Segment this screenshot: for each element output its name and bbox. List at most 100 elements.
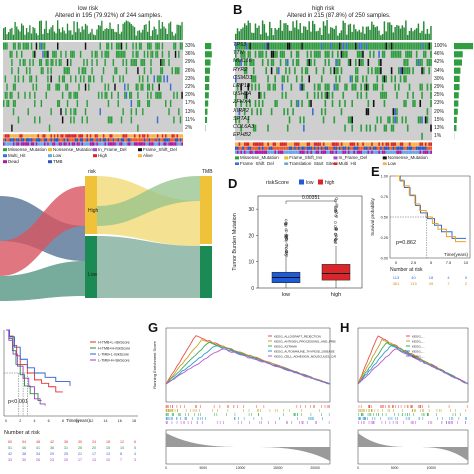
annotation-cell [158, 142, 161, 146]
y-tick-label: 10 [248, 260, 254, 266]
annotation-cell [376, 150, 379, 154]
tmb-bar [401, 25, 404, 40]
annotation-cell [290, 150, 293, 154]
mutation-cell [83, 67, 85, 75]
outlier-point [334, 210, 337, 213]
mutation-cell [396, 108, 398, 116]
annotation-cell [58, 142, 61, 146]
mutation-cell [281, 83, 284, 91]
mutation-cell [410, 50, 413, 58]
gene-pct: 42% [434, 59, 445, 66]
annotation-cell [389, 150, 391, 154]
annotation-cell [109, 142, 111, 146]
risk-table-cell: 23 [50, 458, 54, 462]
annotation-cell [236, 146, 239, 150]
mutation-cell [401, 42, 404, 50]
tmb-bar [165, 28, 167, 40]
annotation-cell [166, 142, 169, 146]
outlier-point [334, 199, 337, 202]
annotation-cell [317, 150, 320, 154]
risk-table-cell: 54 [22, 440, 26, 444]
annotation-cell [117, 134, 120, 138]
mutation-cell [235, 91, 237, 99]
annotation-cell [71, 138, 74, 142]
outlier-point [335, 215, 339, 218]
annotation-cell [140, 134, 143, 138]
annotation-cell [295, 146, 298, 150]
mutation-cell [68, 91, 70, 99]
annotation-cell [245, 146, 248, 150]
es-frame [165, 327, 331, 403]
mutation-cell [390, 75, 393, 83]
gene-name: EPHB2 [233, 132, 252, 139]
outlier-point [334, 234, 338, 238]
mutation-cell [270, 50, 273, 58]
mutation-cell [245, 67, 248, 75]
mutation-cell [397, 42, 400, 50]
mutation-cell [344, 42, 346, 50]
mutation-cell [245, 100, 248, 107]
annotation-cell [73, 142, 75, 146]
x-tick-label: 2 [19, 419, 21, 423]
annotation-cell [424, 150, 427, 154]
x-tick-label: 10000 [427, 466, 437, 470]
mutation-cell [66, 83, 69, 91]
mutation-cell [338, 42, 341, 50]
annotation-cell [168, 142, 170, 146]
annotation-cell [9, 134, 12, 138]
annotation-cell [392, 150, 395, 154]
mutation-cell [396, 50, 398, 58]
annotation-cell [111, 142, 113, 146]
mutation-cell [260, 42, 262, 50]
risk-table-cell: 38 [22, 452, 26, 456]
annotation-cell [371, 142, 373, 146]
annotation-cell [331, 150, 334, 154]
km-curve-0 [6, 329, 63, 393]
mutation-cell [419, 83, 422, 91]
mutation-cell [163, 75, 165, 83]
mutation-cell [251, 75, 253, 83]
annotation-cell [171, 142, 174, 146]
gene-freq-bar [205, 75, 210, 82]
tmb-bar [63, 30, 65, 40]
tmb-bar [114, 31, 116, 40]
annotation-cell [243, 150, 246, 154]
annotation-cell [42, 134, 44, 138]
x-tick-label: 10000 [236, 466, 246, 470]
gene-freq-bar [454, 116, 457, 123]
annotation-cell [125, 138, 128, 142]
annotation-cell [148, 138, 151, 142]
mutation-cell [360, 50, 362, 58]
mutation-cell [48, 124, 51, 132]
tmb-bar [294, 27, 296, 40]
mutation-cell [328, 50, 330, 58]
mutation-cell [419, 116, 422, 124]
mutation-cell [96, 59, 98, 66]
gene-freq-bar [454, 92, 459, 99]
mutation-cell [426, 83, 429, 91]
annotation-cell [356, 142, 359, 146]
panel-a: low risk Altered in 195 (79.92%) of 244 … [0, 0, 225, 165]
mutation-cell [351, 100, 353, 107]
annotation-cell [106, 134, 108, 138]
annotation-cell [130, 134, 133, 138]
annotation-cell [326, 150, 329, 154]
mutation-cell [317, 91, 319, 99]
mutation-cell [99, 42, 101, 50]
annotation-cell [40, 138, 43, 142]
outlier-point [285, 233, 289, 237]
annotation-cell [344, 150, 347, 154]
mutation-cell [360, 59, 362, 66]
annotation-cell [142, 142, 144, 146]
tmb-bar [37, 35, 39, 40]
annotation-cell [61, 138, 64, 142]
panel-b-title: high risk [312, 6, 335, 12]
annotation-cell [401, 150, 404, 154]
mutation-cell [16, 50, 18, 58]
mutation-cell [308, 59, 311, 66]
annotation-cell [340, 142, 343, 146]
annotation-cell [39, 134, 41, 138]
gene-name: TTN [233, 50, 244, 57]
tmb-bar [163, 26, 165, 40]
annotation-cell [81, 138, 84, 142]
